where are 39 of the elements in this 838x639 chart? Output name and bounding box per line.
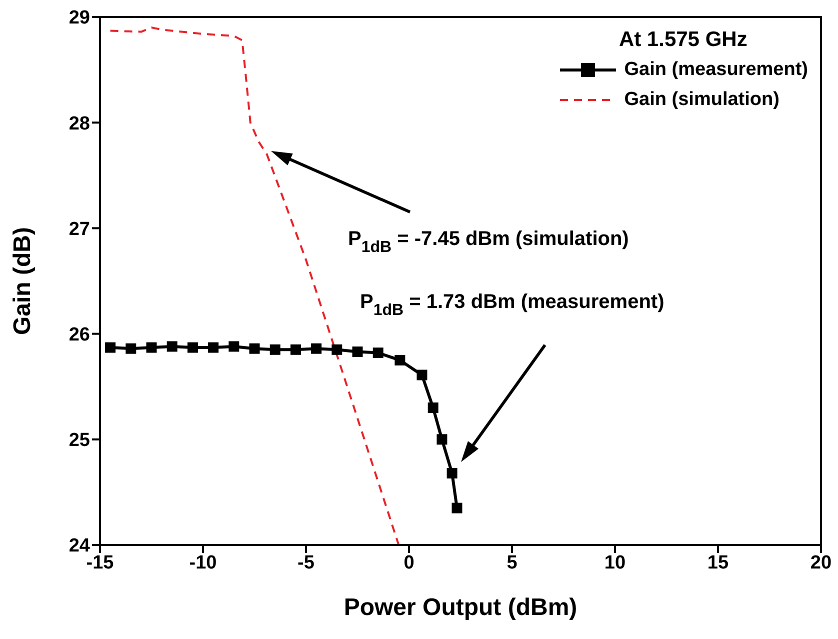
x-tick-label: -5 bbox=[298, 552, 315, 574]
x-tick-label: 15 bbox=[707, 552, 729, 574]
x-axis-title: Power Output (dBm) bbox=[344, 594, 578, 621]
point bbox=[166, 341, 178, 352]
annotation: P$_{1dB}$ = -7.45 dBm (simulation) bbox=[348, 228, 629, 256]
point bbox=[290, 344, 301, 355]
y-tick-label: 27 bbox=[68, 218, 90, 240]
x-tick-label: 10 bbox=[604, 552, 626, 574]
legend-label: Gain (simulation) bbox=[624, 88, 780, 112]
y-tick-label: 29 bbox=[68, 8, 90, 29]
point bbox=[146, 342, 157, 353]
point bbox=[436, 434, 448, 445]
x-tick-label: 5 bbox=[506, 552, 518, 574]
point bbox=[452, 502, 462, 514]
point bbox=[352, 346, 363, 357]
point bbox=[446, 468, 458, 478]
y-tick-label: 26 bbox=[68, 324, 90, 346]
point bbox=[105, 342, 116, 353]
legend-title: At 1.575 GHz bbox=[618, 27, 748, 53]
point bbox=[372, 348, 384, 358]
point bbox=[126, 343, 136, 354]
point bbox=[311, 343, 322, 354]
legend-label: Gain (measurement) bbox=[624, 58, 808, 82]
x-tick-label: 0 bbox=[404, 552, 414, 574]
point bbox=[416, 370, 428, 380]
point bbox=[187, 342, 198, 353]
point bbox=[394, 354, 406, 366]
point bbox=[270, 344, 280, 355]
point bbox=[428, 402, 438, 413]
x-tick-label: 20 bbox=[810, 552, 832, 574]
point bbox=[249, 343, 260, 354]
x-tick-label: -10 bbox=[189, 552, 217, 574]
y-tick-label: 28 bbox=[68, 113, 90, 134]
point bbox=[208, 342, 219, 353]
y-tick-label: 25 bbox=[68, 430, 90, 452]
point bbox=[228, 341, 240, 352]
annotation: P$_{1dB}$ = 1.73 dBm (measurement) bbox=[360, 291, 664, 319]
point bbox=[332, 344, 342, 355]
y-axis-title: Gain (dB) bbox=[9, 227, 36, 335]
